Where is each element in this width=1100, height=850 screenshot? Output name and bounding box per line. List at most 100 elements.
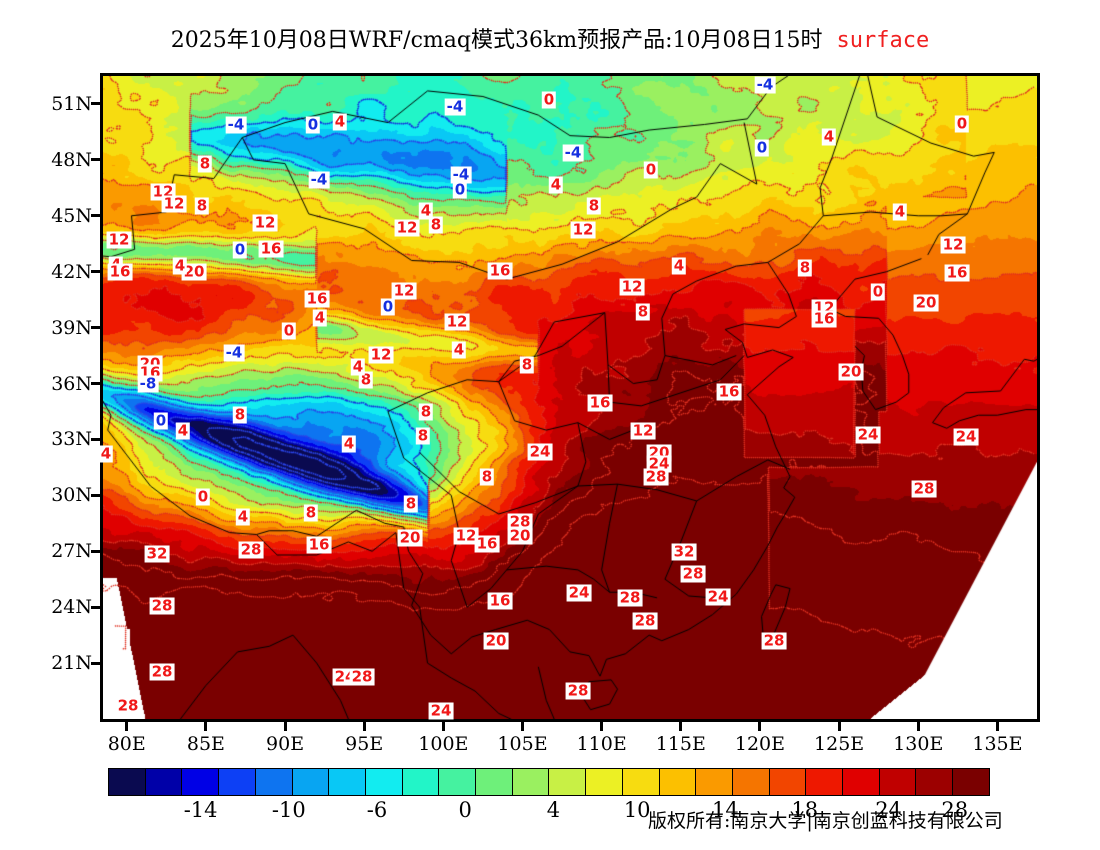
colorbar-segment <box>659 769 697 795</box>
colorbar-segment <box>916 769 954 795</box>
colorbar-label: 18 <box>791 798 819 822</box>
colorbar-label: 10 <box>623 798 651 822</box>
contour-label: 8 <box>479 467 495 486</box>
contour-label: 4 <box>332 112 348 131</box>
y-axis-label: 27N <box>51 540 92 563</box>
contour-label: 4 <box>98 444 114 463</box>
colorbar-label: -10 <box>271 798 306 822</box>
contour-label: 4 <box>821 127 837 146</box>
x-axis-tick <box>837 722 841 731</box>
contour-label: 28 <box>349 667 375 686</box>
x-axis-tick <box>283 722 287 731</box>
contour-label: 16 <box>811 309 837 328</box>
x-axis-label: 80E <box>107 733 146 755</box>
colorbar-segment <box>879 769 917 795</box>
contour-label: 20 <box>838 362 864 381</box>
colorbar-segment <box>512 769 550 795</box>
y-axis-label: 30N <box>51 484 92 507</box>
colorbar-segment <box>109 769 146 795</box>
colorbar-segment <box>365 769 403 795</box>
colorbar-segment <box>402 769 440 795</box>
x-axis-tick <box>125 722 129 731</box>
contour-label: -4 <box>223 343 245 362</box>
contour-label: 12 <box>940 235 966 254</box>
contour-label: 20 <box>507 526 533 545</box>
contour-label: 8 <box>586 196 602 215</box>
contour-label: 16 <box>474 534 500 553</box>
colorbar-label: 28 <box>941 798 969 822</box>
x-axis-tick <box>441 722 445 731</box>
contour-label: 8 <box>303 503 319 522</box>
y-axis-label: 48N <box>51 148 92 171</box>
contour-label: 0 <box>380 297 396 316</box>
contour-label: 8 <box>428 215 444 234</box>
contour-label: 0 <box>281 321 297 340</box>
contour-label: 12 <box>630 421 656 440</box>
x-axis-tick <box>916 722 920 731</box>
y-axis-tick <box>91 214 100 218</box>
x-axis-tick <box>204 722 208 731</box>
contour-label: 12 <box>570 220 596 239</box>
contour-label: 8 <box>197 154 213 173</box>
title-level-text: surface <box>836 28 930 53</box>
y-axis-label: 24N <box>51 596 92 619</box>
x-axis-label: 90E <box>266 733 305 755</box>
contour-label: 4 <box>350 357 366 376</box>
contour-label: -4 <box>562 143 584 162</box>
page-title: 2025年10月08日WRF/cmaq模式36km预报产品:10月08日15时 s… <box>0 22 1100 54</box>
contour-label: 8 <box>635 302 651 321</box>
y-axis-label: 45N <box>51 204 92 227</box>
x-axis-label: 100E <box>418 733 469 755</box>
colorbar-segment <box>476 769 513 795</box>
colorbar-segment <box>696 769 733 795</box>
colorbar-segment <box>732 769 770 795</box>
contour-label: 0 <box>870 282 886 301</box>
contour-label: 8 <box>415 426 431 445</box>
contour-label: 24 <box>705 587 731 606</box>
x-axis-label: 110E <box>576 733 627 755</box>
contour-label: -4 <box>225 115 247 134</box>
colorbar-segment <box>145 769 183 795</box>
x-axis-tick <box>679 722 683 731</box>
contour-label: 0 <box>195 487 211 506</box>
contour-label: -4 <box>444 97 466 116</box>
colorbar-label: -6 <box>366 798 388 822</box>
map-plot-area[interactable] <box>100 73 1040 722</box>
colorbar-segment <box>586 769 623 795</box>
contour-label: 4 <box>312 308 328 327</box>
colorbar-segment <box>255 769 293 795</box>
y-axis-tick <box>91 605 100 609</box>
y-axis-label: 51N <box>51 92 92 115</box>
contour-label: 20 <box>397 528 423 547</box>
x-axis-label: 85E <box>186 733 225 755</box>
contour-label: 12 <box>252 213 278 232</box>
contour-label: 0 <box>954 114 970 133</box>
contour-label: 8 <box>194 196 210 215</box>
contour-label: 12 <box>391 281 417 300</box>
title-main-text: 2025年10月08日WRF/cmaq模式36km预报产品:10月08日15时 <box>170 28 823 53</box>
colorbar-label: 0 <box>458 798 472 822</box>
contour-label: 16 <box>487 261 513 280</box>
colorbar-segment <box>329 769 366 795</box>
contour-label: 24 <box>855 425 881 444</box>
x-axis-label: 130E <box>893 733 944 755</box>
colorbar-label: -14 <box>183 798 218 822</box>
contour-label: 8 <box>232 405 248 424</box>
contour-label: 28 <box>911 479 937 498</box>
y-axis-tick <box>91 661 100 665</box>
y-axis-tick <box>91 158 100 162</box>
y-axis-tick <box>91 382 100 386</box>
contour-label: 28 <box>507 512 533 531</box>
contour-label: 16 <box>107 262 133 281</box>
contour-label: -4 <box>308 170 330 189</box>
contour-label: 0 <box>153 411 169 430</box>
contour-label: 28 <box>149 662 175 681</box>
contour-label: 24 <box>646 454 672 473</box>
contour-label: -8 <box>137 374 159 393</box>
y-axis-tick <box>91 326 100 330</box>
y-axis-label: 39N <box>51 316 92 339</box>
x-axis-label: 120E <box>734 733 786 755</box>
y-axis-label: 33N <box>51 428 92 451</box>
colorbar[interactable] <box>108 768 990 796</box>
contour-label: 12 <box>368 345 394 364</box>
